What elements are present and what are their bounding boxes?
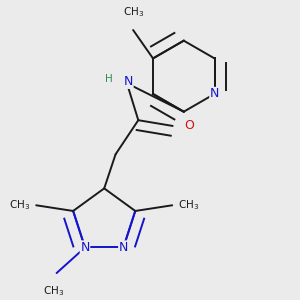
Text: N: N (80, 241, 90, 254)
Text: CH$_3$: CH$_3$ (9, 198, 31, 212)
Text: N: N (119, 241, 128, 254)
Text: CH$_3$: CH$_3$ (122, 5, 144, 19)
Text: CH$_3$: CH$_3$ (178, 198, 199, 212)
Text: H: H (105, 74, 112, 84)
Text: N: N (124, 75, 133, 88)
Text: CH$_3$: CH$_3$ (43, 284, 64, 298)
Text: O: O (184, 119, 194, 132)
Text: N: N (210, 87, 219, 101)
